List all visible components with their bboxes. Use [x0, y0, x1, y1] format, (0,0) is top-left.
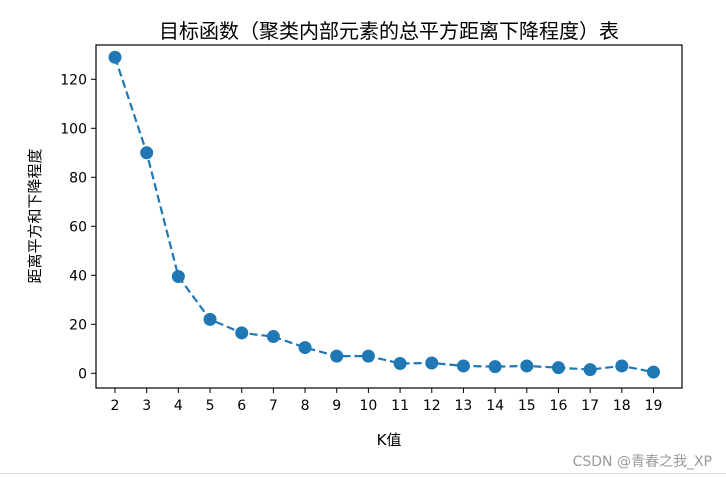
x-tick-label: 4 — [174, 398, 183, 414]
data-point — [140, 146, 154, 160]
data-point — [266, 330, 280, 344]
x-axis-label: K值 — [377, 431, 402, 449]
x-tick-label: 12 — [423, 398, 441, 414]
data-point — [615, 359, 629, 373]
data-point — [646, 365, 660, 379]
data-point — [108, 50, 122, 64]
x-tick-label: 10 — [359, 398, 377, 414]
page-divider — [0, 473, 726, 474]
data-point — [203, 312, 217, 326]
x-axis: 2 3 4 5 6 7 8 9 10 11 12 13 14 15 16 17 18 19 — [111, 388, 663, 414]
data-point — [425, 356, 439, 370]
y-axis-label: 距离平方和下降程度 — [26, 148, 44, 283]
y-tick-label: 80 — [69, 170, 87, 186]
x-tick-label: 17 — [581, 398, 599, 414]
data-point — [583, 363, 597, 377]
y-axis: 0 20 40 60 80 100 120 — [60, 72, 96, 382]
y-tick-label: 0 — [78, 366, 87, 382]
x-tick-label: 3 — [142, 398, 151, 414]
x-tick-label: 15 — [518, 398, 536, 414]
data-point — [298, 341, 312, 355]
plot-area: 2 3 4 5 6 7 8 9 10 11 12 13 14 15 16 17 18 19 0 20 40 60 80 10… — [60, 44, 683, 414]
x-tick-label: 7 — [269, 398, 278, 414]
data-point — [361, 349, 375, 363]
x-tick-label: 11 — [391, 398, 409, 414]
y-tick-label: 20 — [69, 317, 87, 333]
x-tick-label: 2 — [111, 398, 120, 414]
x-tick-label: 13 — [455, 398, 473, 414]
data-point — [520, 359, 534, 373]
y-tick-label: 40 — [69, 268, 87, 284]
x-tick-label: 14 — [486, 398, 504, 414]
x-tick-label: 6 — [237, 398, 246, 414]
x-tick-label: 19 — [645, 398, 663, 414]
y-tick-label: 120 — [60, 72, 87, 88]
chart-title: 目标函数（聚类内部元素的总平方距离下降程度）表 — [159, 19, 619, 43]
data-point — [330, 349, 344, 363]
data-point — [551, 361, 565, 375]
data-point — [235, 326, 249, 340]
x-tick-label: 9 — [332, 398, 341, 414]
y-tick-label: 100 — [60, 121, 87, 137]
series-line — [113, 56, 654, 374]
data-point — [488, 360, 502, 374]
data-point — [393, 357, 407, 370]
x-tick-label: 5 — [206, 398, 215, 414]
watermark: CSDN @青春之我_XP — [573, 454, 712, 470]
data-point — [171, 270, 185, 284]
plot-frame — [95, 44, 683, 389]
y-tick-label: 60 — [69, 219, 87, 235]
data-point — [456, 359, 470, 373]
x-tick-label: 8 — [301, 398, 310, 414]
x-tick-label: 18 — [613, 398, 631, 414]
data-points — [108, 50, 660, 379]
x-tick-label: 16 — [550, 398, 568, 414]
